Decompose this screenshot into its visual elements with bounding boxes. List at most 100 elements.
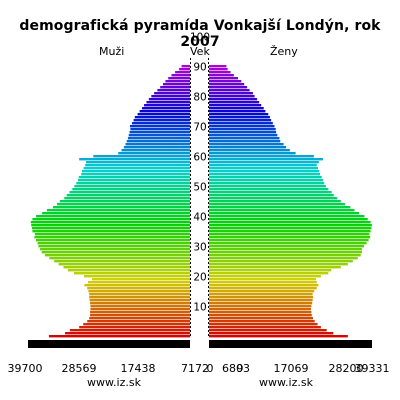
- bar-female-age-14: [209, 293, 313, 296]
- bar-male-age-21: [73, 272, 190, 275]
- left-axis-tick-28569: 28569: [62, 362, 97, 375]
- bar-female-age-3: [209, 326, 321, 329]
- bar-male-age-40: [36, 215, 190, 218]
- bar-female-age-66: [209, 137, 280, 140]
- bar-female-age-59: [209, 158, 323, 161]
- baseline-left: [28, 340, 190, 348]
- bar-male-age-85: [165, 80, 190, 83]
- bar-female-age-15: [209, 290, 315, 293]
- bar-male-age-22: [67, 269, 190, 272]
- bar-male-age-90: [181, 65, 190, 68]
- bar-female-age-39: [209, 218, 368, 221]
- bar-male-age-69: [130, 128, 190, 131]
- bar-male-age-78: [146, 101, 190, 104]
- bar-female-age-87: [209, 74, 234, 77]
- bar-female-age-4: [209, 323, 318, 326]
- bar-female-age-21: [209, 272, 329, 275]
- bar-female-age-45: [209, 200, 341, 203]
- bar-male-age-33: [34, 236, 190, 239]
- bar-female-age-27: [209, 254, 361, 257]
- age-tick-10: 10: [193, 302, 206, 314]
- bar-female-age-56: [209, 167, 318, 170]
- bar-female-age-62: [209, 149, 290, 152]
- bar-male-age-48: [69, 191, 190, 194]
- bar-male-age-72: [133, 119, 190, 122]
- age-tick-60: 60: [193, 152, 206, 164]
- bar-male-age-1: [65, 332, 190, 335]
- bar-male-age-41: [42, 212, 190, 215]
- age-label: Vek: [190, 45, 210, 58]
- right-axis-tick-28200: 28200: [329, 362, 364, 375]
- bar-female-age-26: [209, 257, 358, 260]
- bar-female-age-36: [209, 227, 372, 230]
- bar-female-age-23: [209, 266, 341, 269]
- bar-male-age-25: [54, 260, 190, 263]
- bar-male-age-55: [81, 170, 190, 173]
- bar-male-age-14: [89, 293, 190, 296]
- bar-female-age-30: [209, 245, 364, 248]
- bar-female-age-35: [209, 230, 371, 233]
- bar-male-age-88: [175, 71, 190, 74]
- bar-male-age-32: [36, 239, 190, 242]
- bar-male-age-66: [127, 137, 190, 140]
- bar-male-age-35: [32, 230, 190, 233]
- bar-female-age-19: [209, 278, 316, 281]
- bar-male-age-44: [57, 203, 190, 206]
- bar-male-age-29: [40, 248, 191, 251]
- bar-male-age-51: [76, 182, 190, 185]
- source-left: www.iz.sk: [87, 376, 142, 389]
- bar-female-age-44: [209, 203, 345, 206]
- bar-female-age-57: [209, 164, 317, 167]
- bar-female-age-42: [209, 209, 355, 212]
- bar-female-age-38: [209, 221, 371, 224]
- bar-male-age-6: [89, 317, 190, 320]
- bar-male-age-42: [46, 209, 190, 212]
- bar-male-age-28: [41, 251, 191, 254]
- bar-female-age-68: [209, 131, 277, 134]
- bar-female-age-71: [209, 122, 273, 125]
- bar-female-age-82: [209, 89, 250, 92]
- bar-female-age-40: [209, 215, 365, 218]
- bar-female-age-83: [209, 86, 248, 89]
- bar-male-age-75: [139, 110, 190, 113]
- bar-male-age-18: [88, 281, 190, 284]
- bar-female-age-2: [209, 329, 327, 332]
- bar-female-age-53: [209, 176, 322, 179]
- bar-male-age-49: [72, 188, 190, 191]
- bar-male-age-17: [84, 284, 190, 287]
- bar-male-age-87: [171, 74, 190, 77]
- age-tick-30: 30: [193, 242, 206, 254]
- bar-female-age-63: [209, 146, 287, 149]
- bar-female-age-89: [209, 68, 228, 71]
- bar-male-age-9: [90, 308, 190, 311]
- bar-male-age-73: [134, 116, 190, 119]
- bar-male-age-80: [151, 95, 190, 98]
- bar-male-age-76: [142, 107, 190, 110]
- bar-male-age-53: [78, 176, 190, 179]
- bar-male-age-62: [121, 149, 190, 152]
- bar-female-age-84: [209, 83, 245, 86]
- bar-female-age-52: [209, 179, 323, 182]
- bar-male-age-20: [84, 275, 190, 278]
- bar-female-age-67: [209, 134, 278, 137]
- bar-female-age-55: [209, 170, 320, 173]
- bar-female-age-86: [209, 77, 239, 80]
- bar-female-age-6: [209, 317, 314, 320]
- bar-male-age-43: [52, 206, 191, 209]
- left-axis-tick-17438: 17438: [121, 362, 156, 375]
- bar-male-age-64: [125, 143, 190, 146]
- bar-male-age-30: [38, 245, 191, 248]
- bar-male-age-16: [87, 287, 190, 290]
- bar-female-age-32: [209, 239, 369, 242]
- bar-male-age-11: [90, 302, 190, 305]
- bar-male-age-12: [89, 299, 190, 302]
- age-tick-90: 90: [193, 62, 206, 74]
- bar-female-age-29: [209, 248, 362, 251]
- bar-male-age-70: [129, 125, 190, 128]
- bar-male-age-31: [37, 242, 190, 245]
- bar-female-age-7: [209, 314, 312, 317]
- bar-female-age-13: [209, 296, 314, 299]
- bar-female-age-61: [209, 152, 296, 155]
- bar-male-age-86: [168, 77, 190, 80]
- bar-female-age-79: [209, 98, 258, 101]
